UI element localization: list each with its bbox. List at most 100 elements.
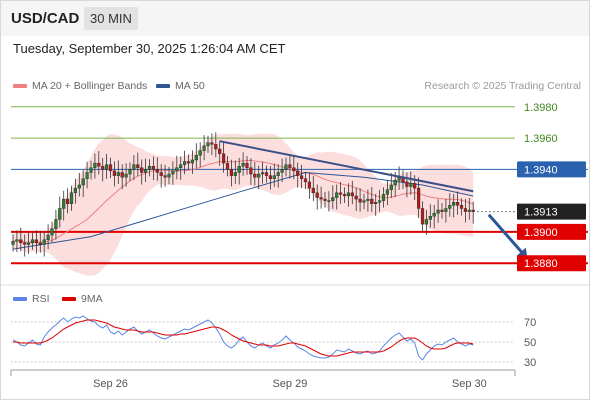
- level-label-1.3960: 1.3960: [524, 133, 558, 145]
- candle-body: [23, 242, 27, 245]
- legend-rsi-ma-label: 9MA: [81, 293, 103, 305]
- rsi-ma-line: [13, 319, 474, 357]
- candle-body: [276, 172, 280, 176]
- rsi-tick-50: 50: [524, 337, 536, 349]
- candle-body: [167, 173, 171, 178]
- candle-body: [424, 219, 428, 225]
- x-tick-label: Sep 26: [93, 378, 128, 390]
- credit-text: Research © 2025 Trading Central: [424, 80, 581, 92]
- candle-body: [81, 178, 85, 186]
- candle-body: [194, 155, 198, 161]
- candle-body: [245, 162, 249, 168]
- candle-body: [97, 162, 101, 167]
- candle-body: [190, 159, 194, 164]
- candle-body: [132, 164, 136, 170]
- candle-body: [292, 167, 296, 172]
- candle-body: [261, 172, 265, 175]
- candle-body: [233, 172, 237, 176]
- candle-body: [300, 175, 304, 179]
- candle-body: [108, 164, 113, 172]
- candle-body: [374, 202, 378, 204]
- candle-body: [214, 144, 218, 150]
- candles: [11, 132, 475, 257]
- candle-body: [444, 208, 448, 212]
- candle-body: [378, 200, 382, 203]
- downtrend-line: [219, 140, 474, 193]
- rsi-line: [12, 315, 474, 361]
- candle-body: [272, 175, 276, 179]
- candle-body: [151, 166, 155, 170]
- candle-body: [456, 202, 460, 206]
- candle-body: [288, 164, 292, 168]
- legend-ma50-label: MA 50: [175, 80, 205, 92]
- candle-body: [428, 216, 432, 220]
- candle-body: [385, 189, 389, 195]
- candle-body: [315, 192, 319, 198]
- candle-body: [440, 209, 444, 212]
- level-label-1.3900: 1.3900: [524, 227, 558, 239]
- candle-body: [89, 167, 93, 173]
- timeframe-badge[interactable]: 30 MIN: [84, 7, 138, 30]
- candle-body: [284, 164, 288, 170]
- candle-body: [147, 166, 152, 170]
- candle-body: [319, 197, 323, 200]
- candle-body: [38, 242, 42, 245]
- candle-body: [409, 183, 413, 187]
- candle-body: [331, 197, 335, 201]
- candle-body: [237, 166, 241, 173]
- candle-body: [393, 180, 397, 186]
- candle-body: [128, 169, 132, 175]
- candle-body: [335, 192, 339, 198]
- candle-body: [104, 164, 109, 170]
- candle-body: [253, 173, 257, 178]
- candle-body: [136, 164, 140, 168]
- chart-datetime: Tuesday, September 30, 2025 1:26:04 AM C…: [13, 41, 286, 56]
- candle-body: [46, 234, 50, 240]
- candle-body: [210, 142, 214, 145]
- candle-body: [339, 192, 343, 195]
- candle-body: [202, 145, 206, 151]
- candle-body: [459, 205, 464, 209]
- level-label-1.3880: 1.3880: [524, 258, 558, 270]
- candle-body: [381, 194, 386, 201]
- candle-body: [311, 187, 315, 194]
- candle-body: [346, 192, 350, 197]
- candle-body: [448, 205, 452, 209]
- symbol-title: USD/CAD: [11, 10, 80, 27]
- candle-body: [452, 202, 456, 206]
- level-tag-1.3900: [517, 223, 586, 240]
- level-tag-1.3913: [517, 203, 586, 220]
- candle-body: [366, 198, 370, 201]
- legend-rsi: RSI: [13, 293, 50, 305]
- candle-body: [175, 167, 179, 172]
- candle-body: [413, 183, 417, 189]
- ma20-swatch-icon: [13, 84, 27, 89]
- candle-body: [405, 181, 409, 187]
- candle-body: [15, 239, 19, 242]
- candle-body: [370, 198, 374, 204]
- legend-ma20: MA 20 + Bollinger Bands: [13, 80, 147, 92]
- candle-body: [467, 209, 471, 212]
- candle-body: [27, 242, 31, 245]
- candle-body: [249, 167, 253, 175]
- candle-body: [163, 175, 167, 178]
- x-tick-label: Sep 30: [452, 378, 487, 390]
- candle-body: [225, 162, 230, 170]
- candle-body: [30, 239, 35, 244]
- candle-body: [65, 198, 70, 204]
- level-label-1.3980: 1.3980: [524, 102, 558, 114]
- level-tag-1.3880: [517, 255, 586, 272]
- candle-body: [198, 150, 202, 156]
- candle-body: [296, 170, 300, 176]
- candle-body: [471, 209, 475, 212]
- ma50-swatch-icon: [156, 84, 170, 89]
- candle-body: [280, 169, 284, 173]
- candle-body: [140, 167, 144, 173]
- legend-ma20-label: MA 20 + Bollinger Bands: [32, 80, 148, 92]
- candle-body: [179, 164, 183, 168]
- candle-body: [241, 162, 245, 167]
- candle-body: [58, 208, 62, 220]
- time-axis: Sep 26 Sep 29 Sep 30: [10, 369, 516, 390]
- candle-body: [93, 162, 97, 168]
